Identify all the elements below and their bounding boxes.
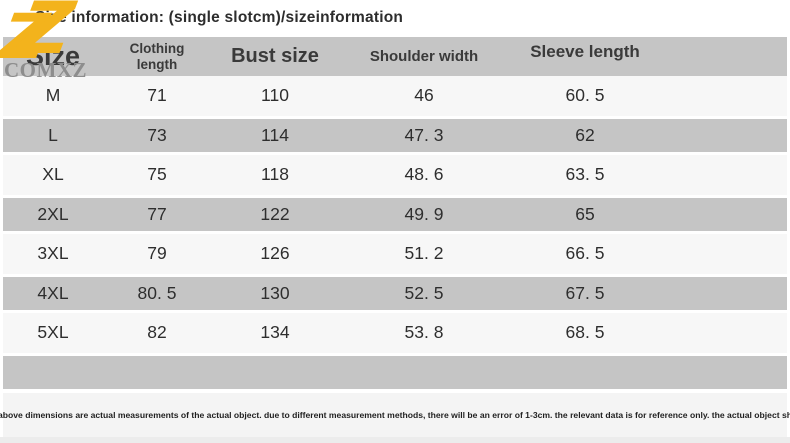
size-cell: 5XL [37,322,69,343]
table-row: L 73 114 47. 3 62 [3,115,787,155]
sleeve-length-cell: 63. 5 [565,164,605,185]
table-row: 2XL 77 122 49. 9 65 [3,194,787,234]
table-row: M 71 110 46 60. 5 [3,76,787,116]
table-row: 5XL 82 134 53. 8 68. 5 [3,313,787,353]
shoulder-width-cell: 53. 8 [404,322,444,343]
column-header-sleeve-length: Sleeve length [530,41,640,61]
size-cell: 2XL [37,203,69,224]
column-header-size: Size [25,41,81,71]
size-cell: XL [42,164,64,185]
clothing-length-cell: 71 [147,85,167,106]
shoulder-width-cell: 52. 5 [404,282,444,303]
shoulder-width-cell: 48. 6 [404,164,444,185]
size-cell: L [48,124,58,145]
size-cell: M [45,85,61,106]
column-header-bust-size: Bust size [231,45,319,67]
empty-gray-band [3,352,787,392]
bust-size-cell: 130 [260,282,290,303]
table-row: 4XL 80. 5 130 52. 5 67. 5 [3,273,787,313]
page-title: Size information: (single slotcm)/sizein… [35,9,404,26]
clothing-length-cell: 79 [147,243,167,264]
note-bar: Note: the above dimensions are actual me… [0,392,790,437]
bust-size-cell: 114 [261,124,289,145]
bottom-strip [0,437,790,443]
clothing-length-cell: 82 [147,322,167,343]
sleeve-length-cell: 60. 5 [565,85,605,106]
table-row: XL 75 118 48. 6 63. 5 [3,155,787,195]
shoulder-width-cell: 46 [414,85,434,106]
bust-size-cell: 122 [260,203,290,224]
table-row: 3XL 79 126 51. 2 66. 5 [3,234,787,274]
sleeve-length-cell: 65 [575,203,595,224]
bust-size-cell: 118 [261,164,289,185]
sleeve-length-cell: 62 [575,124,595,145]
size-cell: 3XL [37,243,69,264]
sleeve-length-cell: 68. 5 [565,322,605,343]
bust-size-cell: 134 [260,322,290,343]
column-header-clothing-length-text: Clothing length [129,41,185,72]
shoulder-width-cell: 47. 3 [404,124,444,145]
clothing-length-cell: 80. 5 [137,282,177,303]
shoulder-width-cell: 51. 2 [404,243,444,264]
table-header-row: Size Clothing length Bust size Shoulder … [3,37,787,76]
clothing-length-cell: 75 [147,164,167,185]
size-cell: 4XL [37,282,69,303]
disclaimer-note: Note: the above dimensions are actual me… [0,409,790,420]
column-header-clothing-length: Clothing length [103,41,211,71]
size-table: Size Clothing length Bust size Shoulder … [3,37,787,392]
sleeve-length-cell: 67. 5 [565,282,605,303]
bust-size-cell: 126 [260,243,290,264]
clothing-length-cell: 77 [147,203,167,224]
bust-size-cell: 110 [261,85,289,106]
clothing-length-cell: 73 [147,124,167,145]
sleeve-length-cell: 66. 5 [565,243,605,264]
column-header-shoulder-width: Shoulder width [369,48,479,65]
shoulder-width-cell: 49. 9 [404,203,444,224]
